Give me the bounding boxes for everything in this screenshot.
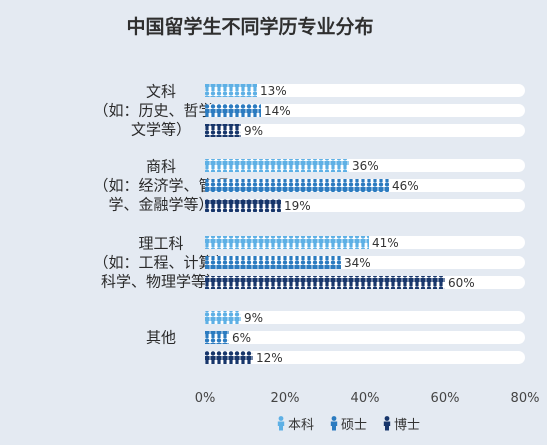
- data-label: 60%: [448, 276, 475, 290]
- category-label: （如：工程、计算机: [93, 254, 228, 272]
- bar-track: [205, 124, 525, 137]
- data-label: 36%: [352, 159, 379, 173]
- category-label: 科学、物理学等）: [101, 273, 221, 291]
- data-label: 41%: [372, 236, 399, 250]
- bar-track: [205, 199, 525, 212]
- data-label: 9%: [244, 124, 263, 138]
- data-label: 34%: [344, 256, 371, 270]
- data-label: 19%: [284, 199, 311, 213]
- bar: [205, 104, 261, 117]
- x-tick-label: 40%: [351, 391, 380, 406]
- bar-track: [205, 84, 525, 97]
- bar-track: [205, 311, 525, 324]
- data-label: 12%: [256, 351, 283, 365]
- legend-person-icon: [331, 416, 337, 421]
- x-tick-label: 80%: [511, 391, 540, 406]
- legend-item: 硕士: [330, 416, 367, 433]
- legend-person-icon: [278, 416, 284, 421]
- category-label: （如：经济学、管理: [93, 177, 228, 195]
- legend-person-icon: [383, 421, 391, 431]
- bar-track: [205, 104, 525, 117]
- bar: [205, 351, 253, 364]
- legend-label: 本科: [288, 418, 314, 433]
- category-label: 文学等）: [131, 121, 191, 139]
- category-label: 学、金融学等）: [108, 196, 213, 214]
- data-label: 13%: [260, 84, 287, 98]
- bar: [205, 124, 241, 137]
- data-label: 6%: [232, 331, 251, 345]
- bar: [205, 311, 241, 324]
- x-tick-label: 60%: [431, 391, 460, 406]
- legend-person-icon: [277, 421, 285, 431]
- legend-label: 博士: [394, 418, 420, 433]
- legend-item: 博士: [383, 416, 420, 433]
- bar: [205, 276, 445, 289]
- category-label: 文科: [146, 83, 176, 101]
- category-label: 其他: [146, 329, 176, 347]
- data-label: 46%: [392, 179, 419, 193]
- legend-label: 硕士: [341, 418, 367, 433]
- category-label: 商科: [146, 158, 176, 176]
- legend-person-icon: [330, 421, 338, 431]
- bar: [205, 159, 349, 172]
- chart-title: 中国留学生不同学历专业分布: [126, 15, 373, 38]
- bar-track: [205, 351, 525, 364]
- bar: [205, 199, 281, 212]
- x-tick-label: 0%: [195, 391, 216, 406]
- data-label: 9%: [244, 311, 263, 325]
- bar: [205, 256, 341, 269]
- bar: [205, 179, 389, 192]
- legend-person-icon: [384, 416, 390, 421]
- bar: [205, 331, 229, 344]
- category-label: 理工科: [138, 235, 183, 253]
- bar-track: [205, 331, 525, 344]
- x-tick-label: 20%: [271, 391, 300, 406]
- legend-item: 本科: [277, 416, 314, 433]
- bar: [205, 236, 369, 249]
- data-label: 14%: [264, 104, 291, 118]
- bar: [205, 84, 257, 97]
- category-label: （如：历史、哲学、: [93, 102, 228, 120]
